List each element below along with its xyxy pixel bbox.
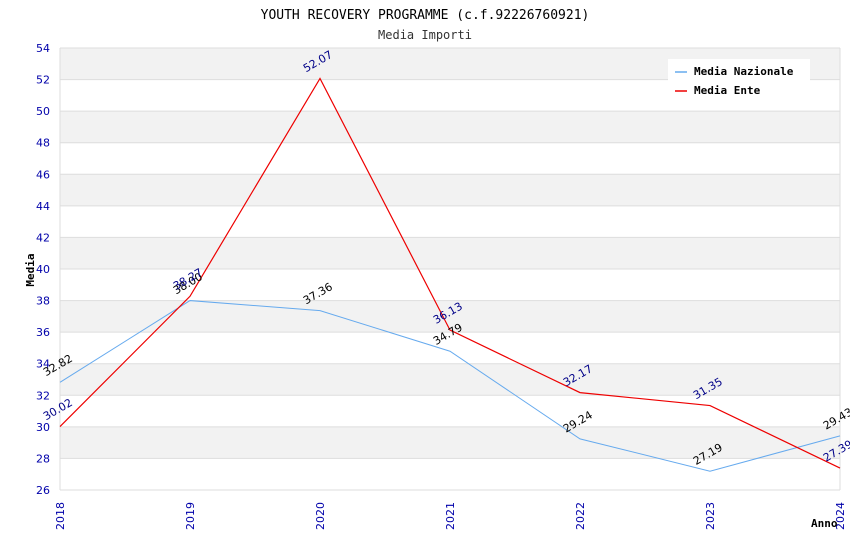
x-tick-label: 2021 xyxy=(444,502,457,530)
grid-band xyxy=(60,111,840,143)
legend-label-media-nazionale: Media Nazionale xyxy=(694,65,794,78)
y-tick-label: 48 xyxy=(36,137,50,150)
series-line-media-nazionale xyxy=(59,300,841,472)
y-tick-label: 46 xyxy=(36,168,50,181)
legend: Media Nazionale Media Ente xyxy=(668,59,810,103)
y-tick-label: 30 xyxy=(36,421,50,434)
y-tick-label: 36 xyxy=(36,326,50,339)
grid-band xyxy=(60,426,840,459)
y-tick-label: 42 xyxy=(36,231,50,244)
grid-band xyxy=(60,174,840,206)
x-tick-label: 2022 xyxy=(574,502,587,530)
x-axis-title: Anno xyxy=(811,517,838,530)
x-tick-label: 2023 xyxy=(704,502,717,530)
grid-band xyxy=(60,237,840,269)
y-tick-label: 54 xyxy=(36,42,50,55)
y-axis-title: Media xyxy=(24,253,37,286)
x-tick-label: 2019 xyxy=(184,502,197,530)
y-tick-label: 50 xyxy=(36,105,50,118)
legend-label-media-ente: Media Ente xyxy=(694,84,761,97)
x-tick-label: 2024 xyxy=(834,502,847,530)
y-tick-label: 28 xyxy=(36,452,50,465)
legend-box xyxy=(668,59,810,103)
y-tick-label: 52 xyxy=(36,74,50,87)
y-tick-label: 44 xyxy=(36,200,50,213)
grid-band xyxy=(60,300,840,333)
y-tick-label: 40 xyxy=(36,263,50,276)
y-tick-label: 34 xyxy=(36,358,50,371)
chart-subtitle: Media Importi xyxy=(378,28,472,42)
y-tick-label: 26 xyxy=(36,484,50,497)
y-tick-label: 38 xyxy=(36,295,50,308)
x-tick-label: 2020 xyxy=(314,502,327,530)
grid-band xyxy=(60,363,840,396)
series-line-media-ente xyxy=(59,77,841,469)
chart-title: YOUTH RECOVERY PROGRAMME (c.f.9222676092… xyxy=(261,8,590,23)
x-tick-label: 2018 xyxy=(54,502,67,530)
y-tick-label: 32 xyxy=(36,389,50,402)
